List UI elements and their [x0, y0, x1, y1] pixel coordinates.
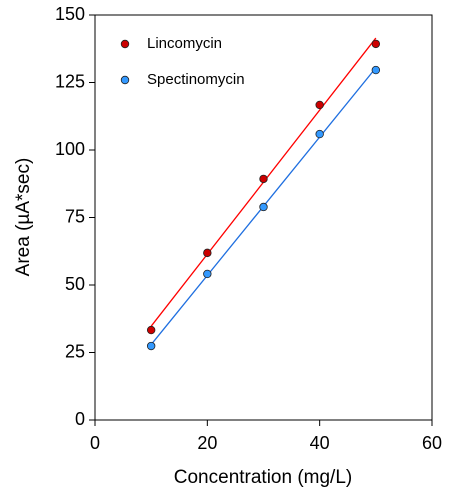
data-point: [371, 65, 381, 75]
data-point: [146, 341, 156, 351]
legend-label: Lincomycin: [147, 35, 222, 52]
data-point: [371, 39, 381, 49]
y-tick-label: 75: [65, 206, 85, 226]
data-point: [315, 100, 324, 110]
data-point: [203, 248, 212, 258]
x-tick-label: 40: [310, 433, 330, 453]
y-axis-title: Area (µA*sec): [13, 158, 34, 277]
x-tick-label: 0: [90, 433, 100, 453]
x-tick-label: 60: [422, 433, 442, 453]
data-point: [315, 129, 324, 139]
y-tick-label: 100: [55, 139, 85, 159]
y-tick-label: 50: [65, 274, 85, 294]
y-tick-label: 25: [65, 341, 85, 361]
data-point: [259, 174, 268, 184]
y-tick-label: 0: [75, 409, 85, 429]
legend-marker: [120, 39, 130, 49]
y-tick-label: 150: [55, 4, 85, 24]
y-tick-label: 125: [55, 71, 85, 91]
x-axis-title: Concentration (mg/L): [174, 467, 352, 488]
data-point: [203, 269, 212, 279]
legend-label: Spectinomycin: [147, 71, 245, 88]
data-point: [146, 325, 156, 335]
plot-frame: [94, 14, 433, 421]
data-point: [259, 202, 268, 212]
legend-marker: [120, 75, 130, 85]
x-tick-label: 20: [197, 433, 217, 453]
